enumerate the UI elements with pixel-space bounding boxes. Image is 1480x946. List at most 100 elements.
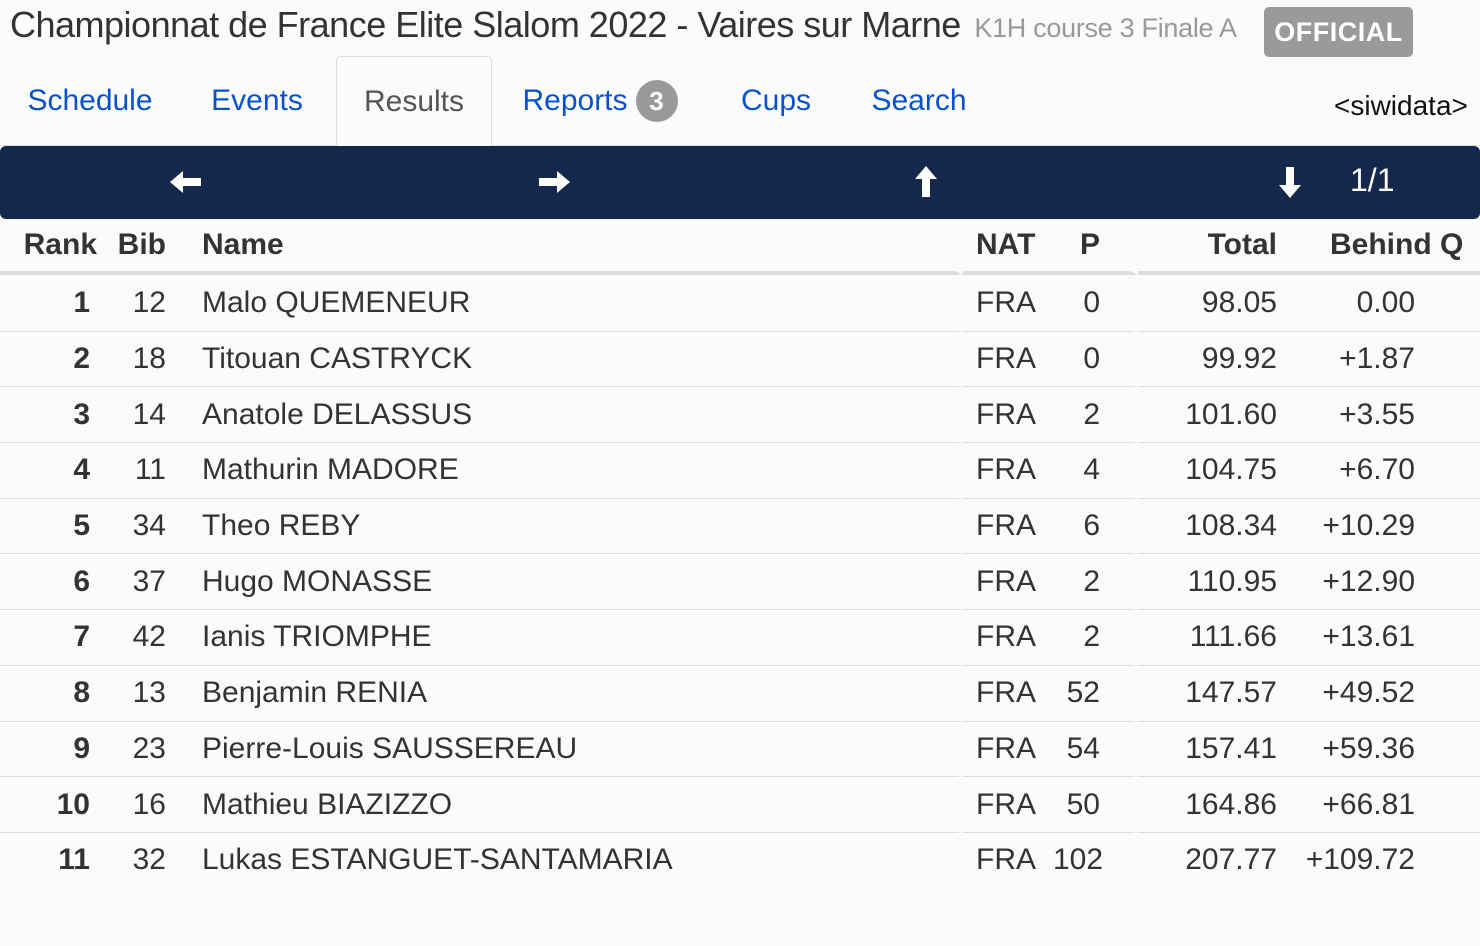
- tab-search[interactable]: Search: [871, 84, 967, 117]
- nat-cell: FRA: [963, 497, 1053, 554]
- table-row[interactable]: 11 32 Lukas ESTANGUET-SANTAMARIA FRA 102 207.…: [0, 831, 1480, 888]
- athlete-name: Anatole DELASSUS: [185, 386, 963, 443]
- rank-cell: 10: [0, 776, 110, 832]
- penalty-cell: 0: [1053, 275, 1138, 331]
- title-bar: Championnat de France Elite Slalom 2022 …: [0, 0, 1480, 57]
- table-row[interactable]: 10 16 Mathieu BIAZIZZO FRA 50 164.86 +66.81: [0, 776, 1480, 832]
- behind-time: +3.55: [1283, 386, 1480, 442]
- table-row[interactable]: 8 13 Benjamin RENIA FRA 52 147.57 +49.52: [0, 664, 1480, 721]
- rank-cell: 3: [0, 386, 110, 442]
- arrow-up-icon[interactable]: [906, 162, 946, 202]
- table-row[interactable]: 1 12 Malo QUEMENEUR FRA 0 98.05 0.00: [0, 275, 1480, 331]
- bib-cell: 12: [132, 285, 166, 319]
- total-time: 110.95: [1138, 553, 1283, 609]
- status-badge: OFFICIAL: [1264, 7, 1413, 57]
- table-row[interactable]: 5 34 Theo REBY FRA 6 108.34 +10.29: [0, 497, 1480, 554]
- col-nat-header[interactable]: NAT: [963, 219, 1053, 275]
- nat-cell: FRA: [963, 664, 1053, 721]
- table-row[interactable]: 2 18 Titouan CASTRYCK FRA 0 99.92 +1.87: [0, 330, 1480, 387]
- total-time: 111.66: [1138, 609, 1283, 665]
- rank-cell: 9: [0, 720, 110, 777]
- rank-cell: 7: [0, 609, 110, 665]
- rank-cell: 11: [0, 831, 110, 888]
- col-penalty-header[interactable]: P: [1053, 219, 1138, 275]
- penalty-cell: 6: [1053, 497, 1138, 554]
- nat-cell: FRA: [963, 609, 1053, 665]
- athlete-name: Titouan CASTRYCK: [185, 330, 963, 387]
- penalty-cell: 0: [1053, 330, 1138, 387]
- penalty-cell: 54: [1053, 720, 1138, 777]
- total-time: 104.75: [1138, 442, 1283, 498]
- penalty-cell: 2: [1053, 553, 1138, 610]
- penalty-cell: 52: [1053, 664, 1138, 721]
- table-row[interactable]: 4 11 Mathurin MADORE FRA 4 104.75 +6.70: [0, 442, 1480, 498]
- bib-cell: 42: [110, 609, 185, 665]
- total-time: 164.86: [1138, 776, 1283, 832]
- behind-time: +6.70: [1283, 442, 1480, 498]
- arrow-down-icon[interactable]: [1270, 162, 1310, 202]
- behind-time: +49.52: [1283, 664, 1480, 721]
- rank-cell: 2: [0, 330, 110, 387]
- athlete-name: Benjamin RENIA: [185, 664, 963, 721]
- tab-reports-label: Reports: [522, 84, 628, 117]
- total-time: 99.92: [1138, 330, 1283, 387]
- tab-bar: Schedule Events Results Reports 3 Cups Se…: [0, 56, 1480, 147]
- rank-cell: 6: [0, 553, 110, 609]
- table-row[interactable]: 9 23 Pierre-Louis SAUSSEREAU FRA 54 157.41 +59…: [0, 720, 1480, 777]
- page-indicator: 1/1: [1350, 162, 1395, 198]
- nat-cell: FRA: [963, 831, 1053, 888]
- behind-time: +10.29: [1283, 497, 1480, 554]
- total-time: 98.05: [1201, 285, 1277, 319]
- table-row[interactable]: 6 37 Hugo MONASSE FRA 2 110.95 +12.90: [0, 553, 1480, 610]
- nat-cell: FRA: [963, 776, 1053, 832]
- total-time: 147.57: [1138, 664, 1283, 721]
- col-q-label: Q: [1440, 228, 1464, 261]
- athlete-name: Mathieu BIAZIZZO: [185, 776, 963, 832]
- rank-cell: 8: [0, 664, 110, 721]
- behind-time: +1.87: [1283, 330, 1480, 387]
- bib-cell: 34: [110, 497, 185, 554]
- page-title: Championnat de France Elite Slalom 2022 …: [10, 4, 1237, 46]
- table-row[interactable]: 3 14 Anatole DELASSUS FRA 2 101.60 +3.55: [0, 386, 1480, 443]
- nat-cell: FRA: [963, 442, 1053, 498]
- bib-cell: 11: [110, 442, 185, 498]
- bib-cell: 14: [110, 386, 185, 442]
- tab-reports[interactable]: Reports 3: [505, 56, 695, 146]
- col-name-header[interactable]: Name: [185, 219, 963, 275]
- behind-time: +66.81: [1283, 776, 1480, 832]
- athlete-name: Pierre-Louis SAUSSEREAU: [185, 720, 963, 777]
- athlete-name: Mathurin MADORE: [185, 442, 963, 498]
- tab-events[interactable]: Events: [211, 84, 303, 117]
- nat-cell: FRA: [976, 285, 1036, 319]
- behind-time: +13.61: [1283, 609, 1480, 665]
- bib-cell: 37: [110, 553, 185, 609]
- behind-time: +12.90: [1283, 553, 1480, 609]
- tab-schedule[interactable]: Schedule: [27, 84, 153, 117]
- arrow-right-icon[interactable]: [534, 162, 574, 202]
- penalty-cell: 102: [1053, 831, 1138, 888]
- results-table: Rank Bib Name NAT P Total Behind Q 1 12 Ma…: [0, 219, 1480, 888]
- col-total-header[interactable]: Total: [1138, 219, 1283, 275]
- athlete-name: Hugo MONASSE: [185, 553, 963, 610]
- arrow-left-icon[interactable]: [166, 162, 206, 202]
- behind-time: 0.00: [1356, 285, 1415, 319]
- tab-results[interactable]: Results: [336, 56, 492, 147]
- event-title: Championnat de France Elite Slalom 2022 …: [10, 4, 961, 45]
- penalty-cell: 50: [1053, 776, 1138, 832]
- col-behind-header[interactable]: Behind Q: [1283, 219, 1480, 275]
- rank-cell: 5: [0, 497, 110, 554]
- col-bib-header[interactable]: Bib: [110, 219, 185, 275]
- table-row[interactable]: 7 42 Ianis TRIOMPHE FRA 2 111.66 +13.61: [0, 609, 1480, 665]
- total-time: 207.77: [1138, 831, 1283, 888]
- rank-cell: 4: [0, 442, 110, 498]
- col-rank-header[interactable]: Rank: [0, 219, 110, 275]
- total-time: 108.34: [1138, 497, 1283, 554]
- tab-cups[interactable]: Cups: [740, 84, 812, 117]
- athlete-name: Ianis TRIOMPHE: [185, 609, 963, 665]
- nat-cell: FRA: [963, 720, 1053, 777]
- reports-count-badge: 3: [635, 80, 678, 122]
- bib-cell: 32: [110, 831, 185, 888]
- brand-logo[interactable]: <siwidata>: [1334, 90, 1468, 121]
- total-time: 101.60: [1138, 386, 1283, 442]
- behind-time: +59.36: [1283, 720, 1480, 777]
